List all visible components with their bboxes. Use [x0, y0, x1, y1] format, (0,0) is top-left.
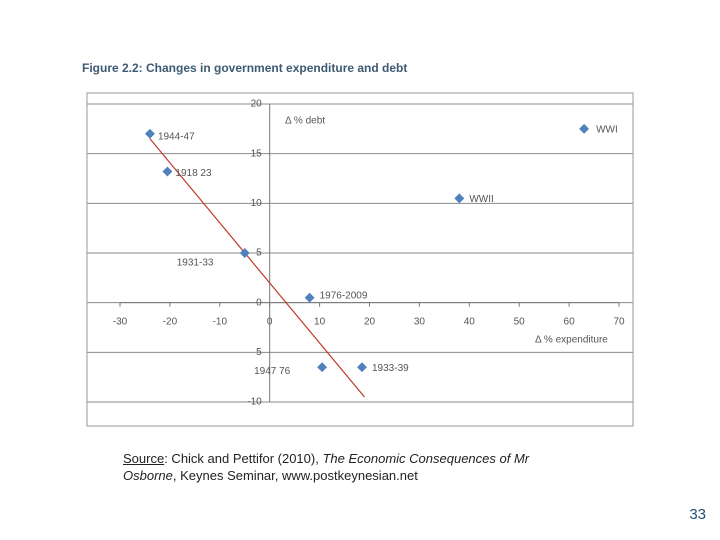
source-text: : Chick and Pettifor (2010), [164, 451, 323, 466]
data-point [239, 248, 250, 258]
data-point [162, 166, 173, 177]
data-point [357, 362, 367, 373]
point-label: WWI [596, 124, 618, 135]
data-point [304, 292, 315, 303]
y-tick-label: -10 [247, 397, 262, 408]
source-text: , Keynes Seminar, www.postkeynesian.net [172, 468, 418, 483]
x-tick-label: -10 [213, 316, 228, 327]
x-tick-label: 0 [267, 316, 273, 327]
source-note: Source: Chick and Pettifor (2010), The E… [123, 450, 583, 484]
page-number: 33 [689, 506, 706, 523]
point-label: 1944-47 [158, 131, 195, 142]
x-tick-label: 40 [464, 316, 476, 327]
x-tick-label: 20 [364, 316, 376, 327]
source-label: Source [123, 451, 165, 466]
trendline [149, 138, 365, 398]
data-point [579, 123, 590, 134]
point-label: 1947 76 [254, 366, 291, 377]
y-tick-label: 15 [251, 148, 263, 159]
source-book: The Economic Consequences of Mr Osborne [123, 451, 530, 483]
data-point [317, 362, 328, 373]
x-axis-label: Δ % expenditure [535, 335, 608, 346]
x-tick-label: 60 [564, 316, 576, 327]
y-tick-label: 20 [251, 99, 263, 110]
x-tick-label: 30 [414, 316, 426, 327]
data-point [144, 128, 155, 139]
x-tick-label: -30 [113, 316, 128, 327]
chart: Figure 2.2: Changes in government expend… [82, 61, 634, 427]
x-tick-label: -20 [163, 316, 178, 327]
chart-title: Figure 2.2: Changes in government expend… [82, 61, 407, 75]
point-label: 1931-33 [177, 258, 214, 269]
y-tick-label: 5 [256, 347, 262, 358]
point-label: 1918 23 [175, 168, 212, 179]
point-label: 1933-39 [372, 363, 409, 374]
data-point [454, 193, 465, 204]
plot-frame [86, 92, 634, 427]
y-axis-label: Δ % debt [285, 116, 325, 127]
point-label: 1976-2009 [320, 290, 368, 301]
x-tick-label: 50 [514, 316, 526, 327]
x-tick-label: 10 [314, 316, 326, 327]
y-tick-label: 10 [251, 198, 263, 209]
x-tick-label: 70 [613, 316, 625, 327]
y-tick-label: 5 [256, 248, 262, 259]
point-label: WWII [469, 194, 493, 205]
